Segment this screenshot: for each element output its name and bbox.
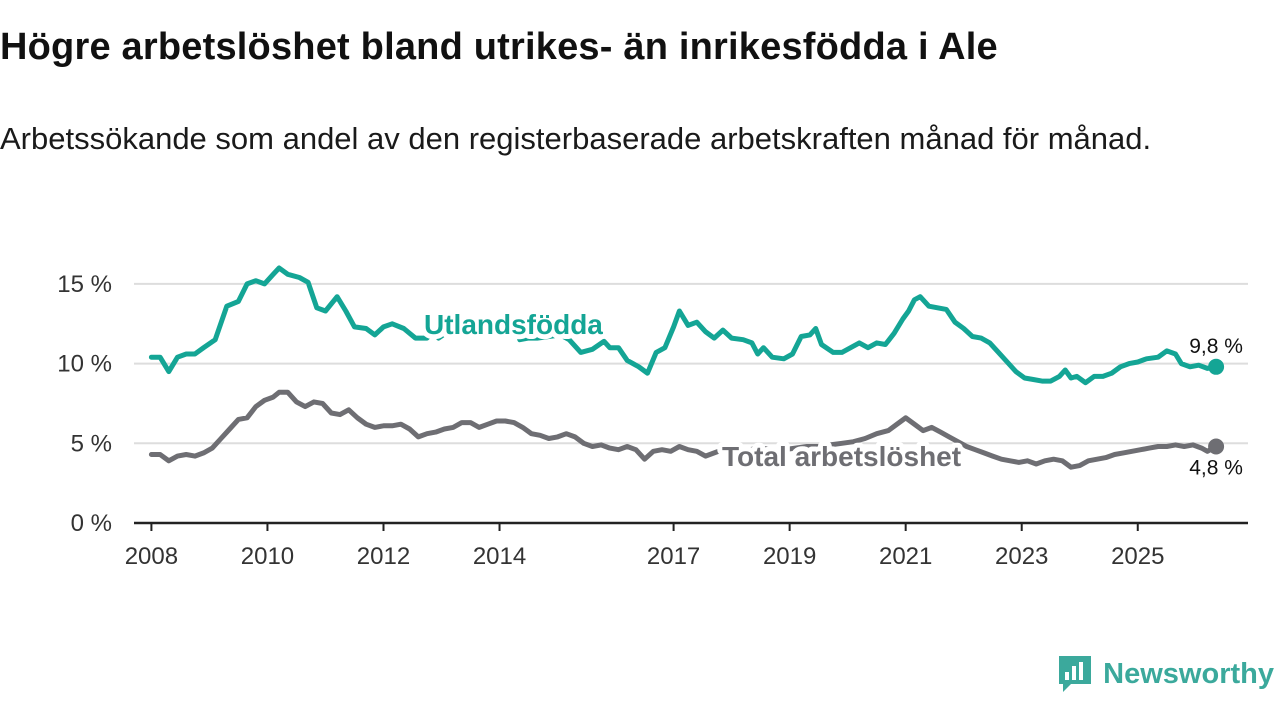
chart-title: Högre arbetslöshet bland utrikes- än inr… [0, 26, 998, 68]
chart-subtitle: Arbetssökande som andel av den registerb… [0, 121, 1152, 156]
x-tick-label: 2019 [763, 543, 816, 570]
series-labels: Utlandsfödda Total arbetslöshet 9,8 % 4,8 % [419, 304, 1243, 479]
series-label-utlandsfodda: Utlandsfödda [424, 309, 603, 340]
end-point-marker [1208, 358, 1225, 375]
newsworthy-logo: Newsworthy [1057, 654, 1274, 694]
x-tick-label: 2023 [995, 543, 1048, 570]
x-axis: 2008 2010 2012 2014 2017 2019 2021 2023 2025 [125, 521, 1248, 570]
series-lines [148, 265, 1225, 470]
series-line-utlandsfodda [148, 265, 1219, 386]
end-value-utlandsfodda: 9,8 % [1189, 335, 1243, 358]
y-tick-label: 5 % [71, 430, 112, 457]
x-tick-label: 2010 [241, 543, 294, 570]
y-tick-label: 0 % [71, 510, 112, 537]
x-tick-label: 2014 [473, 543, 526, 570]
end-value-total: 4,8 % [1189, 456, 1243, 479]
newsworthy-logo-icon [1059, 656, 1092, 692]
y-tick-label: 15 % [57, 271, 112, 298]
x-tick-label: 2017 [647, 543, 700, 570]
gridlines [134, 282, 1248, 445]
x-tick-label: 2008 [125, 543, 178, 570]
y-tick-label: 10 % [57, 351, 112, 378]
x-tick-label: 2025 [1111, 543, 1164, 570]
x-tick-label: 2021 [879, 543, 932, 570]
x-tick-label: 2012 [357, 543, 410, 570]
series-line-total [148, 389, 1219, 470]
y-axis-ticks: 0 % 5 % 10 % 15 % [57, 271, 112, 537]
series-label-total: Total arbetslöshet [722, 441, 961, 472]
end-point-marker [1208, 438, 1225, 455]
brand-name: Newsworthy [1103, 657, 1274, 690]
